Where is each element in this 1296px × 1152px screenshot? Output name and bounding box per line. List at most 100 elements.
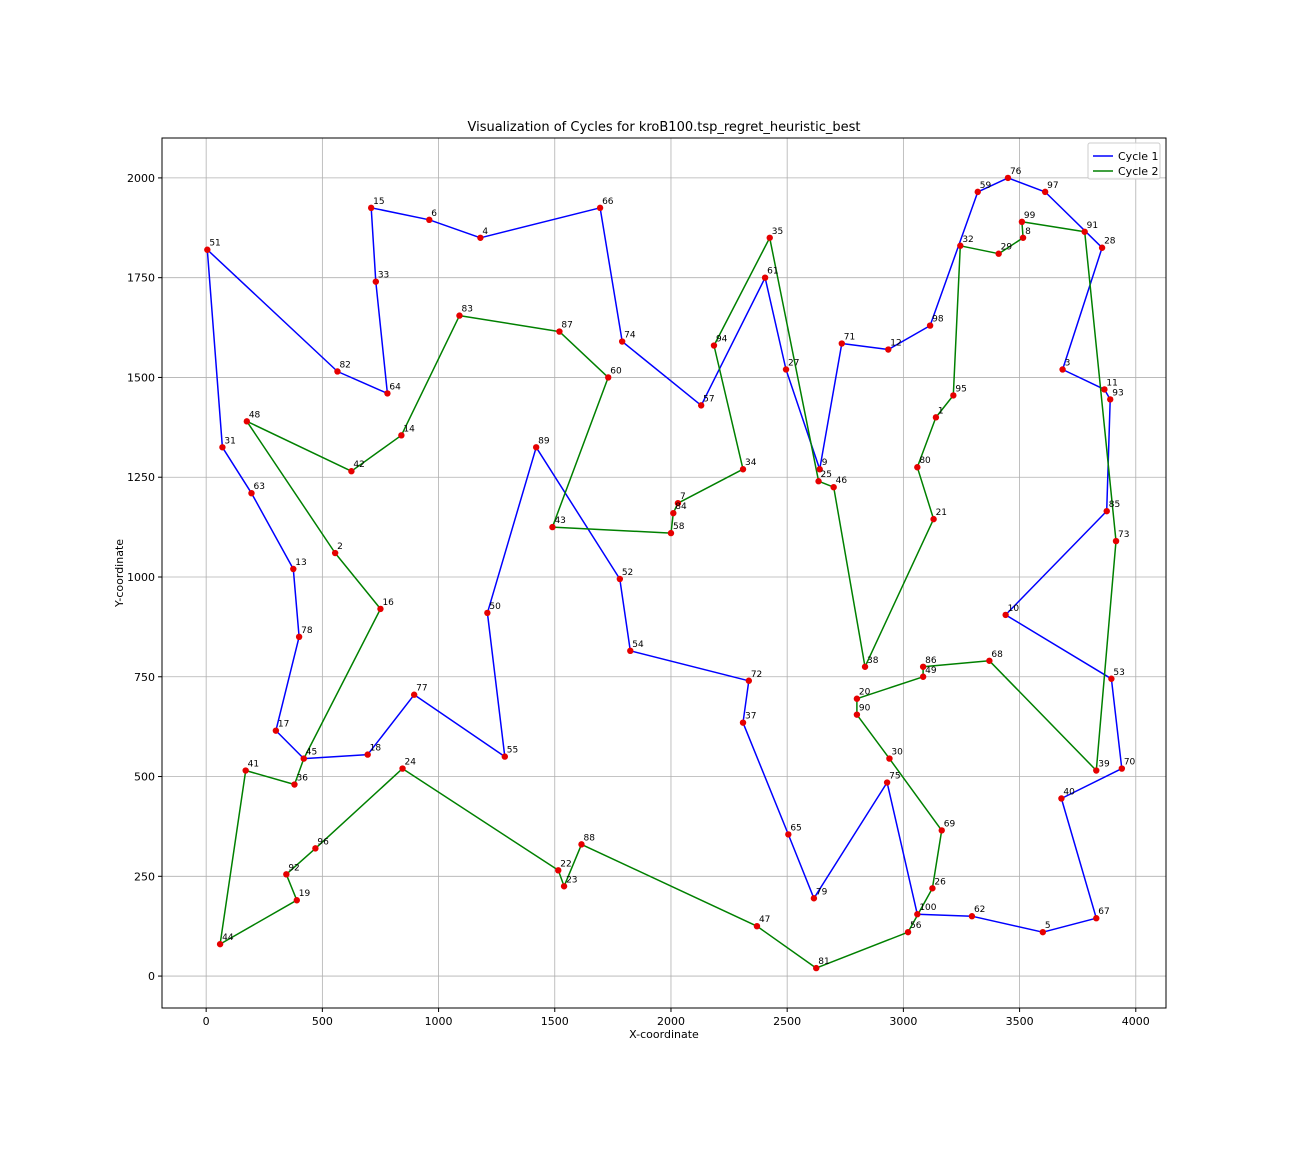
city-node-41 xyxy=(242,767,249,774)
city-label-52: 52 xyxy=(622,568,633,578)
city-label-30: 30 xyxy=(891,748,903,758)
city-node-38 xyxy=(861,663,869,670)
city-node-65 xyxy=(785,831,792,838)
city-node-69 xyxy=(938,827,945,834)
x-tick-label: 4000 xyxy=(1122,1015,1150,1028)
city-node-10 xyxy=(1002,611,1009,619)
city-node-50 xyxy=(484,609,491,617)
city-label-51: 51 xyxy=(209,239,220,249)
x-tick-label: 2500 xyxy=(773,1015,801,1028)
city-node-31 xyxy=(219,444,226,451)
legend-label-2: Cycle 2 xyxy=(1118,165,1159,178)
city-node-12 xyxy=(885,346,892,353)
city-node-32 xyxy=(957,242,964,249)
city-node-8 xyxy=(1019,234,1027,241)
city-label-1: 1 xyxy=(938,406,944,416)
city-label-68: 68 xyxy=(991,650,1003,660)
city-label-70: 70 xyxy=(1124,758,1136,768)
city-label-33: 33 xyxy=(378,271,389,281)
city-label-78: 78 xyxy=(301,626,313,636)
city-node-39 xyxy=(1093,767,1100,774)
city-label-38: 38 xyxy=(867,656,879,666)
x-tick-label: 3000 xyxy=(889,1015,917,1028)
city-node-19 xyxy=(293,897,300,904)
city-label-86: 86 xyxy=(925,656,937,666)
city-node-89 xyxy=(532,444,540,451)
city-label-41: 41 xyxy=(248,760,259,770)
city-label-89: 89 xyxy=(538,436,550,446)
x-tick-label: 3500 xyxy=(1006,1015,1034,1028)
city-node-1 xyxy=(932,414,940,421)
city-label-2: 2 xyxy=(337,542,343,552)
axis-ticks: 0 500 1000 1500 2000 2500 3000 3500 400002505007… xyxy=(127,172,1150,1028)
legend-box xyxy=(1087,142,1161,180)
city-node-58 xyxy=(667,529,675,537)
city-node-54 xyxy=(627,647,634,655)
city-label-69: 69 xyxy=(944,819,956,829)
city-label-9: 9 xyxy=(822,458,828,468)
city-label-14: 14 xyxy=(403,424,415,434)
city-label-15: 15 xyxy=(373,197,384,207)
city-node-86 xyxy=(919,663,927,670)
city-node-5 xyxy=(1039,928,1047,936)
city-label-16: 16 xyxy=(382,598,394,608)
city-label-29: 29 xyxy=(1001,243,1013,253)
city-label-13: 13 xyxy=(295,558,306,568)
city-node-56 xyxy=(904,928,912,936)
city-label-63: 63 xyxy=(253,482,264,492)
city-node-23 xyxy=(560,883,568,890)
city-node-35 xyxy=(766,234,773,241)
city-label-46: 46 xyxy=(836,476,848,486)
city-node-29 xyxy=(995,250,1002,257)
city-nodes xyxy=(204,174,1126,972)
city-label-80: 80 xyxy=(919,456,931,466)
city-node-63 xyxy=(248,489,255,497)
city-node-60 xyxy=(605,374,612,381)
city-label-4: 4 xyxy=(482,227,488,237)
city-label-67: 67 xyxy=(1098,907,1109,917)
x-tick-label: 1500 xyxy=(541,1015,569,1028)
city-label-5: 5 xyxy=(1045,921,1051,931)
y-tick-label: 1750 xyxy=(127,272,155,285)
city-node-75 xyxy=(883,779,891,786)
y-tick-label: 1500 xyxy=(127,371,155,384)
city-label-77: 77 xyxy=(416,684,427,694)
y-tick-label: 1250 xyxy=(127,471,155,484)
city-label-43: 43 xyxy=(554,516,565,526)
city-node-84 xyxy=(670,509,677,517)
city-label-11: 11 xyxy=(1106,378,1117,388)
city-label-35: 35 xyxy=(772,227,783,237)
city-label-32: 32 xyxy=(962,235,973,245)
city-node-68 xyxy=(986,657,993,664)
city-label-90: 90 xyxy=(859,704,871,714)
city-label-6: 6 xyxy=(431,209,437,219)
city-node-2 xyxy=(331,549,339,557)
city-label-66: 66 xyxy=(602,197,614,207)
city-label-94: 94 xyxy=(716,335,728,345)
city-label-84: 84 xyxy=(675,502,687,512)
city-label-48: 48 xyxy=(249,410,261,420)
city-node-18 xyxy=(364,751,371,758)
city-node-30 xyxy=(886,755,893,762)
city-node-20 xyxy=(853,695,861,702)
y-axis-label: Y-coordinate xyxy=(113,539,126,608)
city-label-31: 31 xyxy=(224,436,235,446)
city-node-53 xyxy=(1108,675,1115,682)
city-label-64: 64 xyxy=(389,382,401,392)
x-tick-label: 0 xyxy=(203,1015,210,1028)
city-node-16 xyxy=(377,605,384,613)
city-node-25 xyxy=(815,478,822,485)
x-tick-label: 1000 xyxy=(425,1015,453,1028)
city-node-40 xyxy=(1058,795,1065,802)
legend-label-1: Cycle 1 xyxy=(1118,150,1159,163)
city-label-91: 91 xyxy=(1087,221,1098,231)
city-label-27: 27 xyxy=(788,358,799,368)
x-tick-label: 500 xyxy=(312,1015,333,1028)
city-label-98: 98 xyxy=(932,315,944,325)
city-label-26: 26 xyxy=(934,877,946,887)
city-label-36: 36 xyxy=(296,774,308,784)
city-node-26 xyxy=(929,885,936,892)
city-node-27 xyxy=(782,366,790,373)
city-label-19: 19 xyxy=(299,889,311,899)
